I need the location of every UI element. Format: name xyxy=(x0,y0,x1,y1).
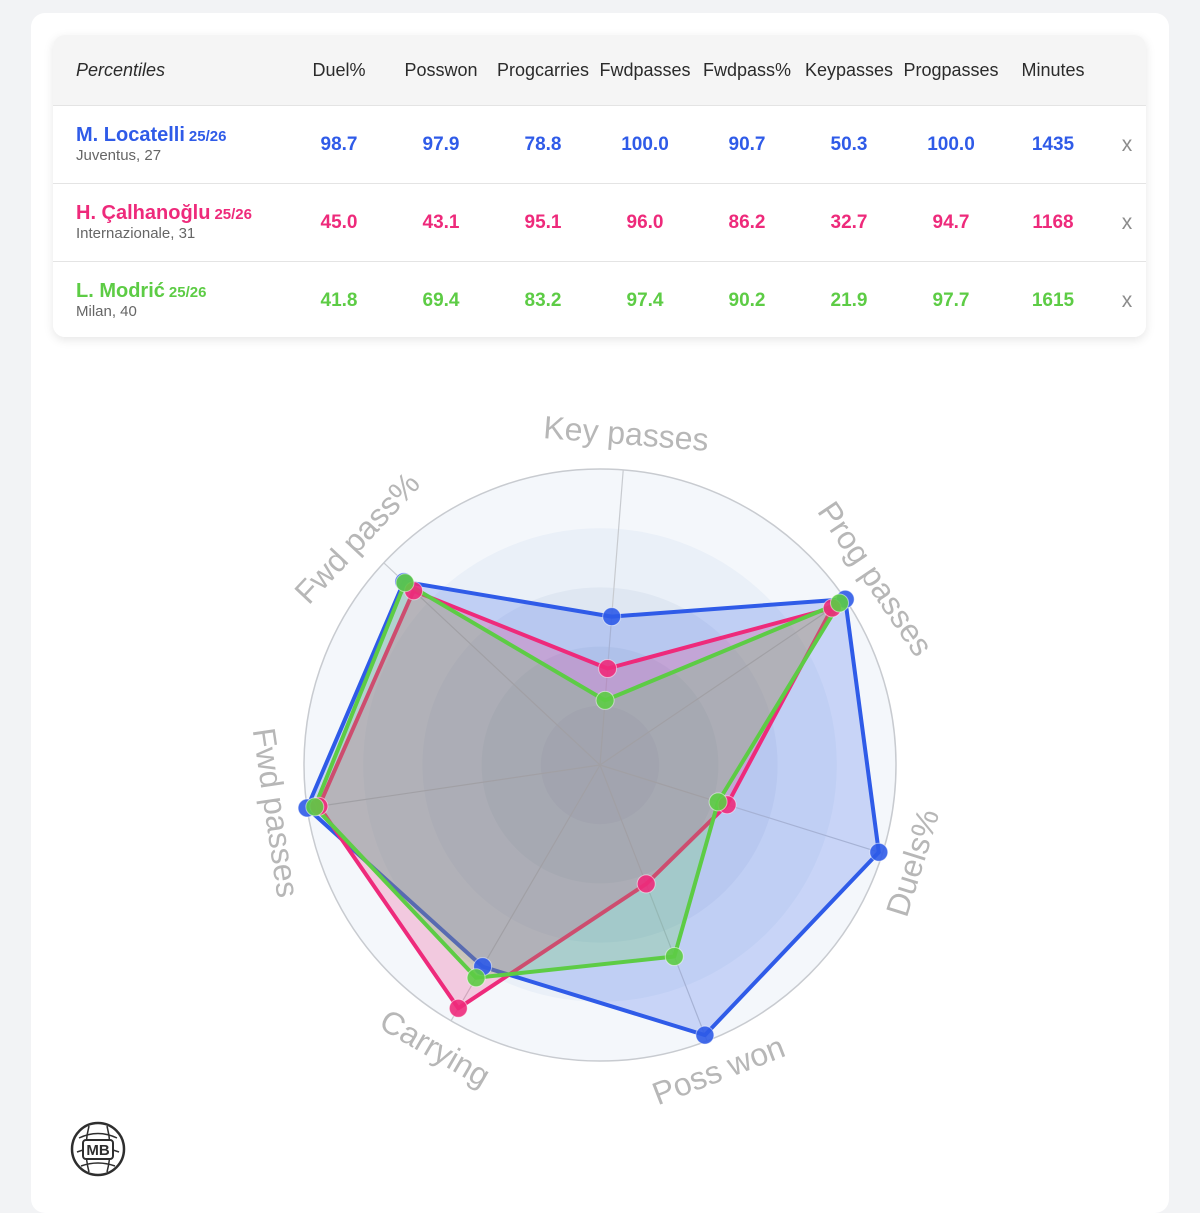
table-cell: 97.4 xyxy=(626,289,664,311)
column-header: Fwd pass% xyxy=(697,35,797,105)
column-header-line2: pass% xyxy=(736,59,792,80)
table-cell: 95.1 xyxy=(524,211,562,233)
series-point xyxy=(595,690,615,710)
column-header: Poss won xyxy=(391,35,491,105)
table-cell: 41.8 xyxy=(320,289,358,311)
series-point xyxy=(664,947,684,966)
player-season: 25/26 xyxy=(188,128,227,145)
logo-text: MB xyxy=(86,1142,109,1159)
series-point xyxy=(305,797,325,817)
column-header-line1: Duel% xyxy=(312,59,366,80)
radar-spoke xyxy=(599,764,883,854)
table-cell: 1615 xyxy=(1031,289,1075,311)
table-cell: 86.2 xyxy=(728,211,766,233)
table-row: L. Modrić 25/26 Milan, 40 41.8 69.4 83.2 97.4 9… xyxy=(53,262,1146,337)
player-name[interactable]: H. Çalhanoğlu xyxy=(76,202,211,224)
table-cell: 1168 xyxy=(1032,211,1074,233)
table-cell: 78.8 xyxy=(524,133,562,155)
radar-spoke xyxy=(307,764,601,809)
table-cell: 97.9 xyxy=(422,133,460,155)
player-info: Milan, 40 xyxy=(76,303,137,320)
table-cell: 96.0 xyxy=(626,211,664,233)
mb-logo: MB xyxy=(70,1121,126,1177)
radar-spoke xyxy=(599,764,708,1042)
column-header: Prog carries xyxy=(493,35,593,105)
player-season: 25/26 xyxy=(214,206,252,223)
series-point xyxy=(830,593,849,613)
remove-player-button[interactable]: x xyxy=(1121,288,1133,312)
table-cell: 21.9 xyxy=(830,289,868,311)
column-header-line1: Poss xyxy=(404,59,445,80)
table-cell: 1435 xyxy=(1031,133,1075,155)
series-point xyxy=(395,573,415,593)
series-point xyxy=(602,607,622,627)
table-row: M. Locatelli 25/26 Juventus, 27 98.7 97.9 78.… xyxy=(53,106,1146,184)
table-cell: 90.7 xyxy=(728,133,766,155)
series-area xyxy=(312,580,842,980)
player-season: 25/26 xyxy=(168,284,207,301)
table-cell: 45.0 xyxy=(320,211,358,233)
column-header-line1: Fwd xyxy=(599,59,634,80)
axis-label: Fwd passes xyxy=(246,726,307,900)
axis-label: Key passes xyxy=(542,409,710,458)
table-cell: 50.3 xyxy=(830,133,868,155)
series-point xyxy=(695,1025,715,1045)
table-cell: 69.4 xyxy=(422,289,460,311)
table-cell: 90.2 xyxy=(728,289,766,311)
column-header-line2: passes xyxy=(835,59,894,80)
remove-player-button[interactable]: x xyxy=(1121,132,1133,156)
column-header-line1: Key xyxy=(804,59,836,80)
series-point xyxy=(869,842,889,862)
player-info: Juventus, 27 xyxy=(76,147,162,164)
radar-spoke xyxy=(599,598,846,766)
player-name[interactable]: L. Modrić xyxy=(76,280,165,302)
series-point xyxy=(598,659,618,678)
column-header-line1: Minutes xyxy=(1021,59,1085,80)
column-header-line2: carries xyxy=(535,59,590,80)
table-header: Percentiles Duel% Poss won Prog carries Fwd pa… xyxy=(53,35,1146,106)
column-header-line2: passes xyxy=(633,59,691,80)
column-header-line1: Prog xyxy=(496,59,535,80)
header-percentiles: Percentiles xyxy=(76,59,166,80)
column-header: Duel% xyxy=(289,35,389,105)
series-point xyxy=(448,998,468,1018)
comparison-table: Percentiles Duel% Poss won Prog carries Fwd pa… xyxy=(53,35,1146,337)
column-header-line1: Fwd xyxy=(702,59,737,80)
table-cell: 97.7 xyxy=(932,289,970,311)
table-cell: 83.2 xyxy=(524,289,562,311)
table-cell: 100.0 xyxy=(621,133,669,155)
column-header: Key passes xyxy=(799,35,899,105)
table-cell: 100.0 xyxy=(927,133,975,155)
player-name-cell: H. Çalhanoğlu 25/26 xyxy=(76,202,252,225)
table-cell: 98.7 xyxy=(320,133,358,155)
player-info: Internazionale, 31 xyxy=(76,225,196,242)
column-header: Prog passes xyxy=(901,35,1001,105)
table-cell: 94.7 xyxy=(932,211,970,233)
player-name-cell: L. Modrić 25/26 xyxy=(76,280,206,303)
series-point xyxy=(466,968,486,988)
series-area xyxy=(305,579,881,1038)
column-header-line2: won xyxy=(444,59,478,80)
series-point xyxy=(636,874,656,894)
player-name-cell: M. Locatelli 25/26 xyxy=(76,124,226,147)
series-point xyxy=(708,792,728,812)
column-header-line2: passes xyxy=(941,59,999,80)
table-row: H. Çalhanoğlu 25/26 Internazionale, 31 45.0… xyxy=(53,184,1146,262)
table-cell: 32.7 xyxy=(830,211,868,233)
column-header-line1: Prog xyxy=(903,59,942,80)
column-header: Fwd passes xyxy=(595,35,695,105)
player-name[interactable]: M. Locatelli xyxy=(76,124,185,146)
table-cell: 43.1 xyxy=(422,211,460,233)
column-header: Minutes xyxy=(1003,35,1103,105)
remove-player-button[interactable]: x xyxy=(1121,210,1133,234)
